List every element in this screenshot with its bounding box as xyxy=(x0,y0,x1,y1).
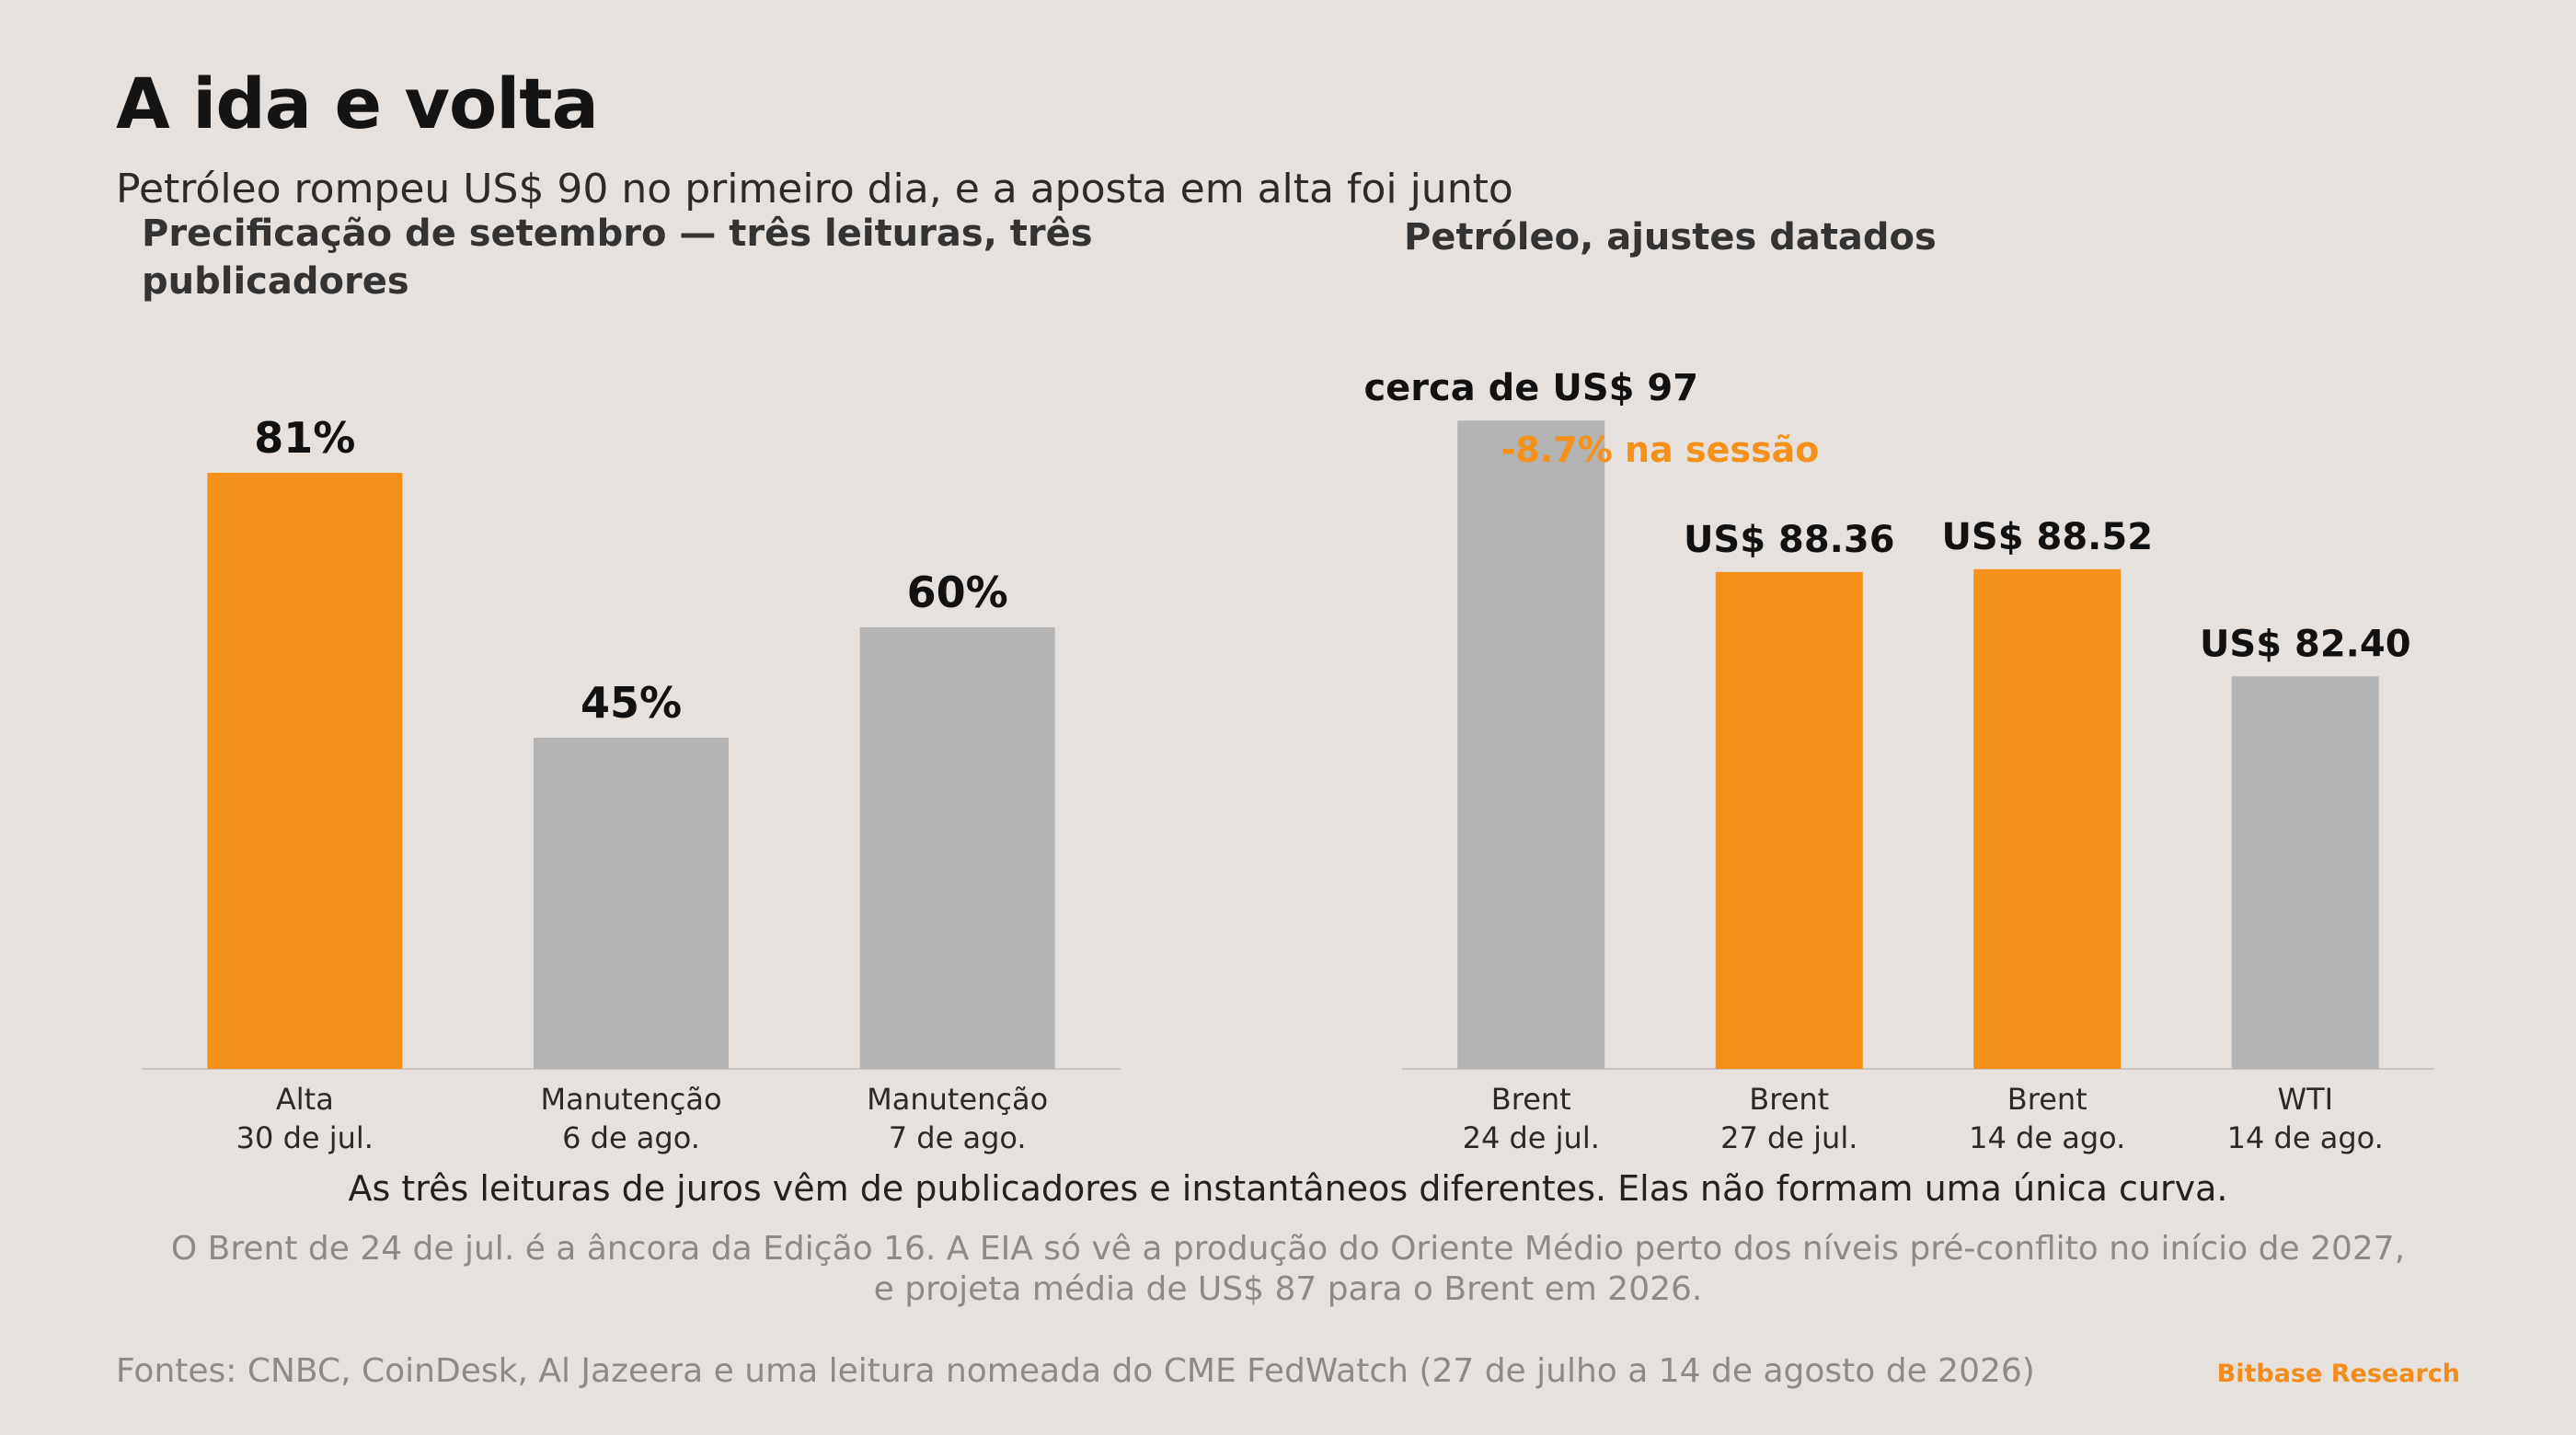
left-chart-title: Precificação de setembro — três leituras… xyxy=(142,212,1093,303)
category-label-0-1: Manutenção xyxy=(540,1082,721,1117)
bar-0-1 xyxy=(534,738,729,1069)
right-chart-title: Petróleo, ajustes datados xyxy=(1404,216,1937,258)
bar-value-label-1-2: US$ 88.52 xyxy=(1941,516,2153,558)
bar-0-0 xyxy=(207,473,403,1069)
category-date-1-0: 24 de jul. xyxy=(1463,1120,1600,1155)
category-label-1-3: WTI xyxy=(2277,1082,2333,1117)
bar-value-label-1-0: cerca de US$ 97 xyxy=(1363,367,1698,409)
bar-1-2 xyxy=(1973,568,2122,1069)
category-date-0-2: 7 de ago. xyxy=(889,1120,1027,1155)
category-label-0-0: Alta xyxy=(276,1082,334,1117)
category-label-1-0: Brent xyxy=(1491,1082,1571,1117)
category-date-0-0: 30 de jul. xyxy=(236,1120,374,1155)
category-date-1-1: 27 de jul. xyxy=(1720,1120,1857,1155)
bar-1-1 xyxy=(1715,571,1863,1069)
bar-value-label-1-3: US$ 82.40 xyxy=(2200,623,2411,665)
sources-text: Fontes: CNBC, CoinDesk, Al Jazeera e uma… xyxy=(116,1352,2035,1390)
bar-value-label-0-1: 45% xyxy=(581,678,682,728)
chart-footnote: O Brent de 24 de jul. é a âncora da Ediç… xyxy=(170,1230,2406,1308)
category-label-1-2: Brent xyxy=(2007,1082,2087,1117)
bar-value-label-1-1: US$ 88.36 xyxy=(1684,519,1895,561)
page-title: A ida e volta xyxy=(116,63,599,144)
page-subtitle: Petróleo rompeu US$ 90 no primeiro dia, … xyxy=(116,166,1513,212)
category-label-0-2: Manutenção xyxy=(867,1082,1048,1117)
bar-value-label-0-2: 60% xyxy=(907,568,1008,617)
bar-value-label-0-0: 81% xyxy=(254,413,355,463)
category-label-1-1: Brent xyxy=(1749,1082,1829,1117)
bar-1-3 xyxy=(2231,676,2379,1069)
category-date-1-2: 14 de ago. xyxy=(1969,1120,2125,1155)
brand-logo-text: Bitbase Research xyxy=(2216,1360,2460,1388)
bar-1-0 xyxy=(1457,420,1605,1069)
bar-0-2 xyxy=(859,627,1055,1069)
annotation-label-1: -8.7% na sessão xyxy=(1501,430,1820,470)
category-date-0-1: 6 de ago. xyxy=(562,1120,700,1155)
category-date-1-3: 14 de ago. xyxy=(2227,1120,2384,1155)
chart-note: As três leituras de juros vêm de publica… xyxy=(348,1168,2228,1209)
